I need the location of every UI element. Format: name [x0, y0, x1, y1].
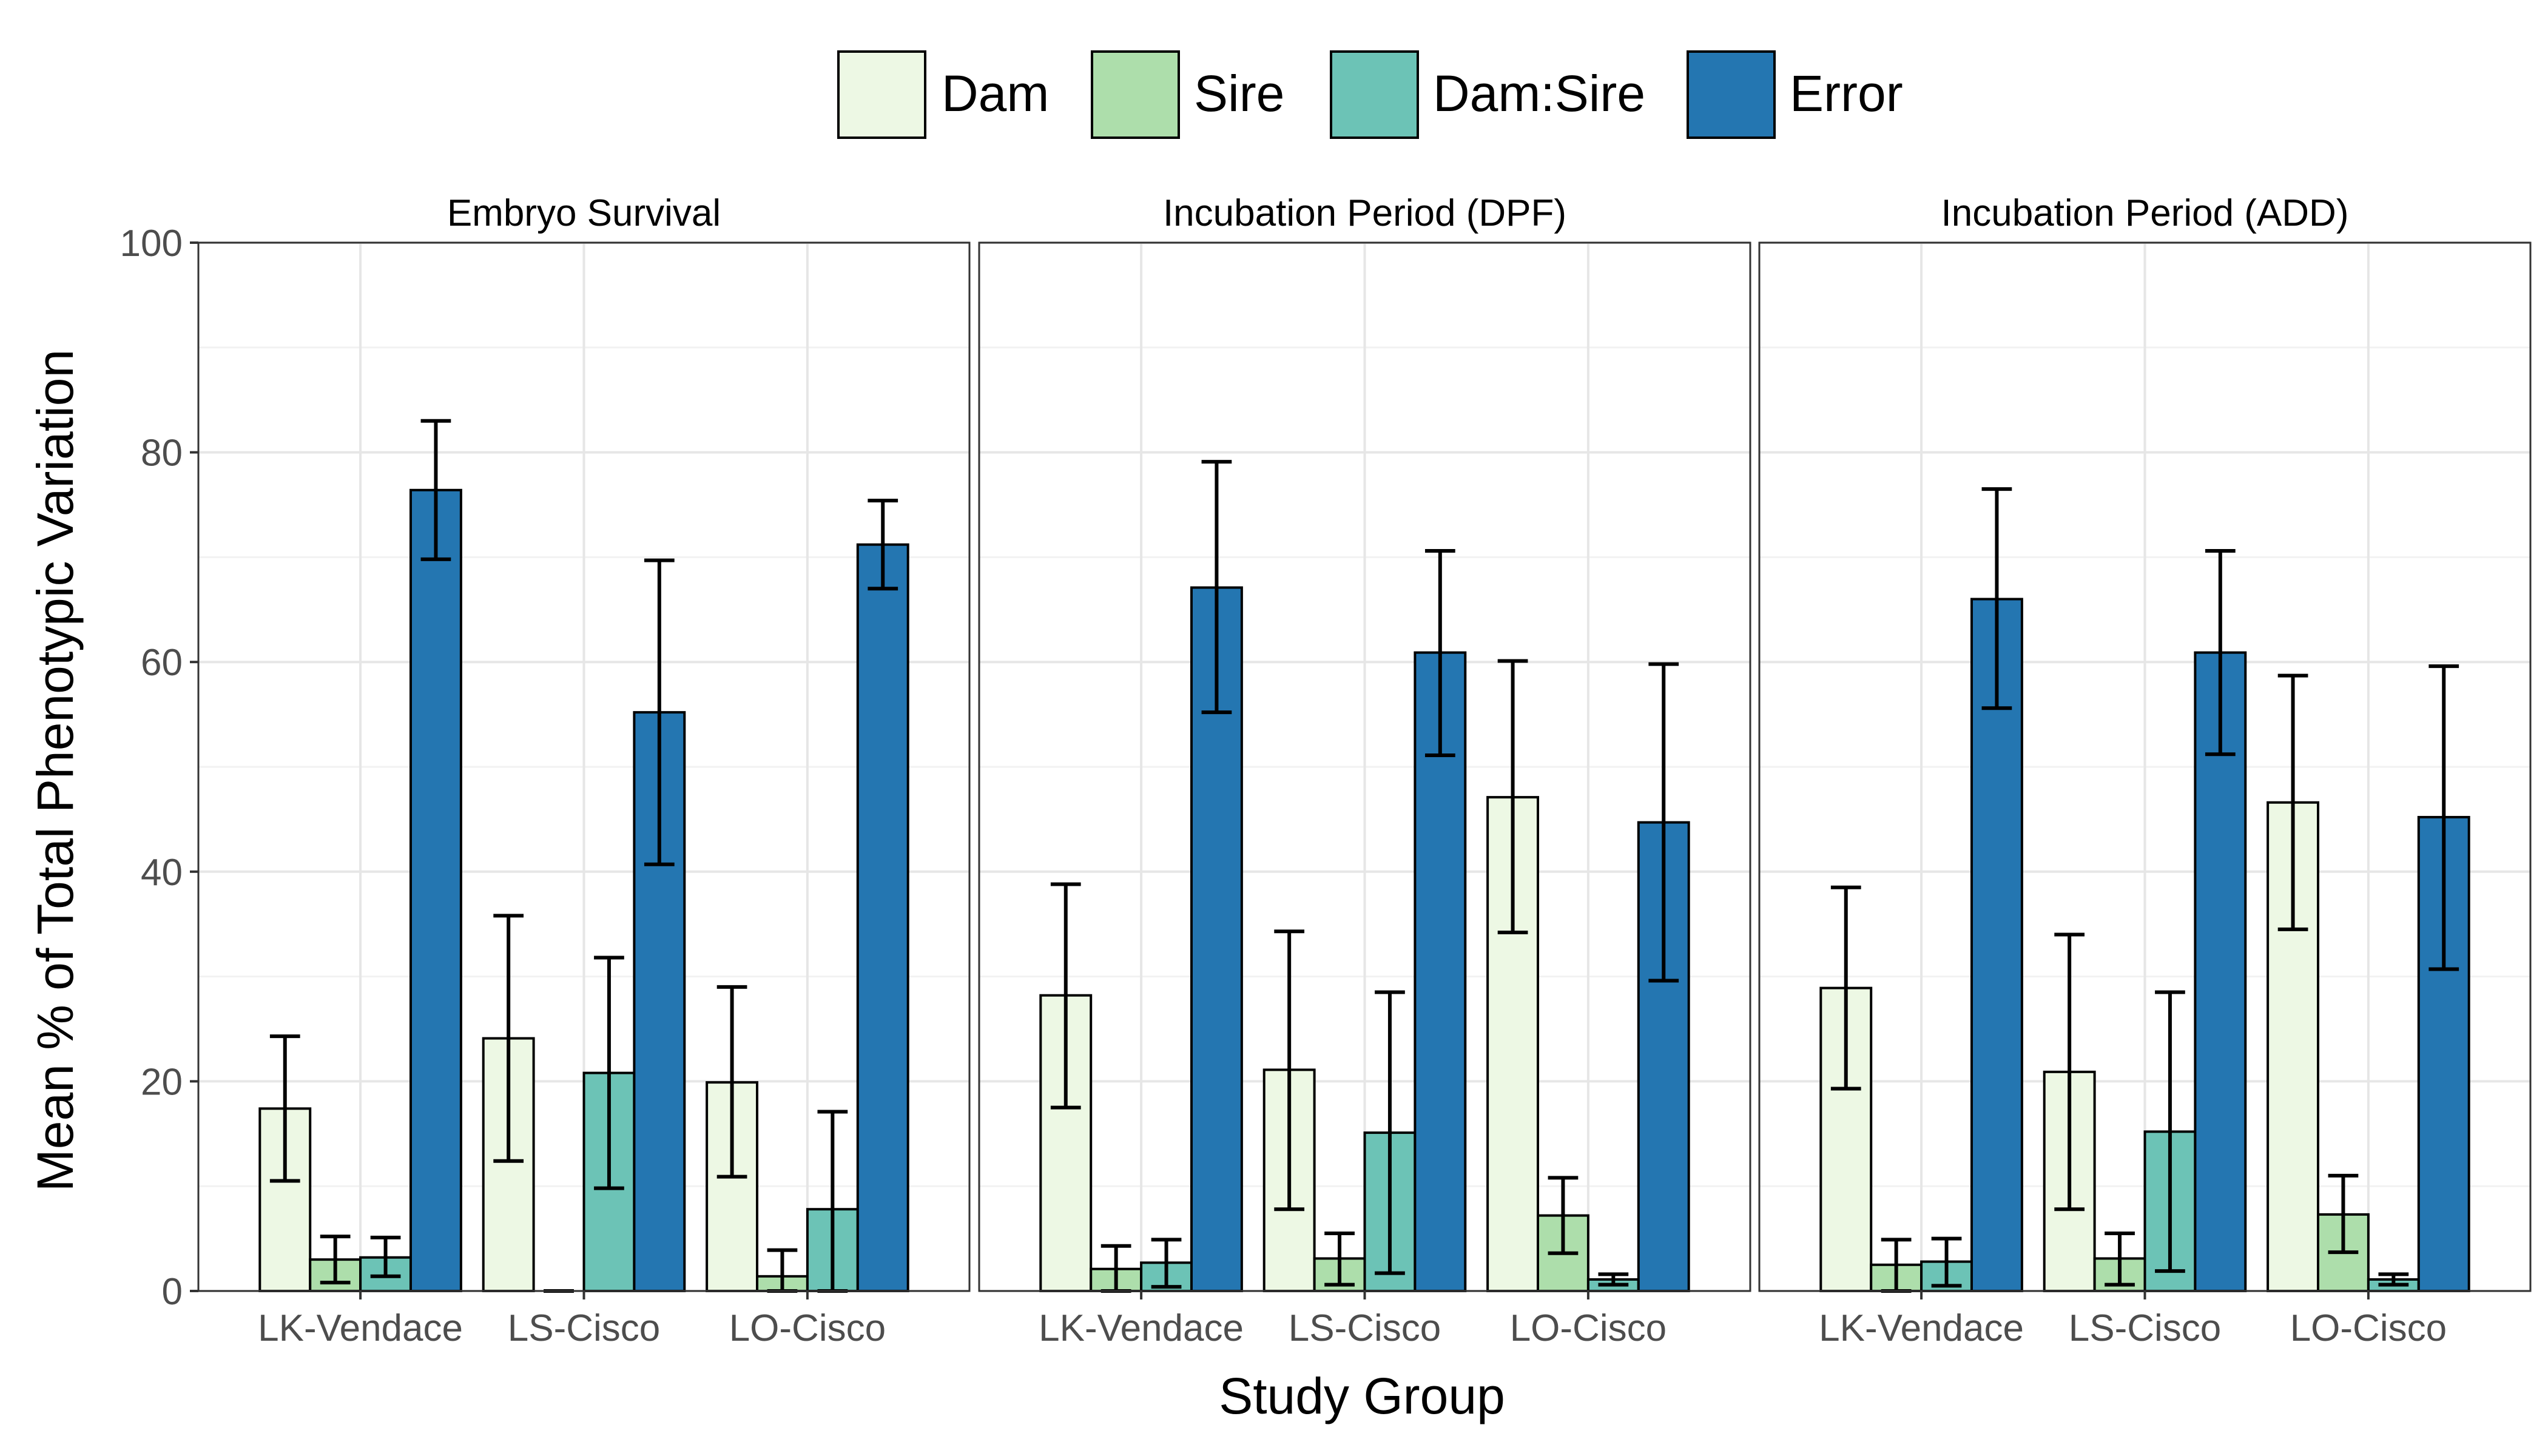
error-bar: [1274, 929, 1305, 1212]
error-bar: [2328, 1173, 2359, 1255]
error-bar: [594, 956, 624, 1190]
x-tick-label: LK-Vendace: [258, 1307, 463, 1349]
error-bar: [1050, 882, 1081, 1110]
error-bar: [2277, 673, 2308, 931]
y-tick-label: 60: [141, 642, 183, 684]
error-bar: [2205, 549, 2236, 757]
error-bar: [1830, 885, 1861, 1091]
bar-error: [409, 488, 462, 1292]
error-bar: [320, 1235, 351, 1285]
error-bar: [1324, 1231, 1355, 1287]
error-bar: [1424, 549, 1455, 757]
error-bar: [2105, 1231, 2135, 1287]
error-bar: [716, 985, 747, 1179]
error-bar: [420, 419, 451, 561]
y-tick-label: 20: [141, 1061, 183, 1103]
error-bar: [269, 1034, 300, 1183]
panel-3: Incubation Period (ADD) LK-Vendace LS-Cisc…: [1758, 192, 2532, 1349]
error-bar: [2054, 932, 2085, 1212]
legend-label: Sire: [1194, 65, 1284, 122]
error-bar: [1201, 460, 1232, 715]
error-bar: [2155, 990, 2185, 1273]
legend-key-sire: [1091, 50, 1180, 139]
legend-key-dam: [837, 50, 926, 139]
error-bar: [1548, 1176, 1579, 1255]
legend-key-dam-sire: [1330, 50, 1419, 139]
y-tick-label: 0: [162, 1271, 183, 1313]
x-tick-label: LO-Cisco: [1510, 1307, 1667, 1349]
legend-label: Dam:Sire: [1433, 65, 1645, 122]
legend-key-error: [1687, 50, 1776, 139]
facet-title: Incubation Period (DPF): [1163, 192, 1566, 234]
legend-label: Dam: [942, 65, 1049, 122]
bar-dam: [482, 1037, 535, 1292]
error-bar: [1375, 990, 1405, 1275]
bar-error: [856, 543, 909, 1293]
error-bar: [493, 914, 524, 1163]
y-tick-label: 80: [141, 433, 183, 474]
legend-label: Error: [1790, 65, 1903, 122]
facet-title: Embryo Survival: [447, 192, 721, 234]
facet-title: Incubation Period (ADD): [1941, 192, 2349, 234]
error-bar: [2428, 664, 2459, 971]
error-bar: [1648, 662, 1679, 983]
y-tick-label: 100: [120, 223, 183, 265]
panel-1: Embryo Survival LK-Vendace LS-Cisco LO-Cisc…: [197, 192, 971, 1349]
error-bar: [868, 499, 898, 591]
panel-2: Incubation Period (DPF) LK-Vendace LS-Cisc…: [978, 192, 1751, 1349]
x-tick-label: LS-Cisco: [508, 1307, 661, 1349]
panels: Embryo Survival LK-Vendace LS-Cisco LO-Cisc…: [120, 192, 2532, 1349]
error-bar: [1931, 1236, 1962, 1288]
error-bar: [1497, 659, 1528, 935]
x-tick-label: LS-Cisco: [1289, 1307, 1441, 1349]
error-bar: [644, 558, 675, 866]
error-bar: [1981, 487, 2012, 710]
y-axis-title: Mean % of Total Phenotypic Variation: [27, 349, 84, 1191]
y-tick-label: 40: [141, 852, 183, 894]
x-axis-title: Study Group: [1219, 1367, 1505, 1424]
error-bar: [1598, 1272, 1629, 1287]
error-bar: [1151, 1238, 1182, 1289]
y-axis: 0 20 40 60 80 100: [120, 223, 198, 1313]
x-tick-label: LK-Vendace: [1039, 1307, 1244, 1349]
error-bar: [2378, 1272, 2409, 1287]
x-tick-label: LO-Cisco: [729, 1307, 886, 1349]
x-tick-label: LO-Cisco: [2290, 1307, 2447, 1349]
x-tick-label: LK-Vendace: [1819, 1307, 2024, 1349]
error-bar: [370, 1235, 401, 1278]
x-tick-label: LS-Cisco: [2069, 1307, 2222, 1349]
legend: Dam Sire Dam:Sire Error: [837, 50, 1903, 139]
